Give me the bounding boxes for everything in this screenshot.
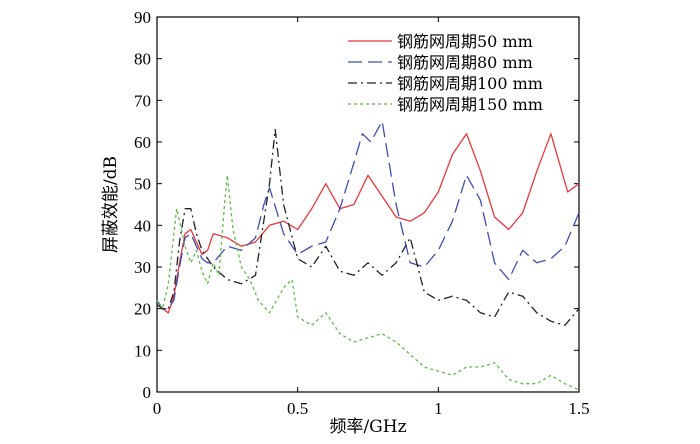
y-tick-label: 0	[143, 383, 152, 402]
y-tick-label: 80	[134, 50, 151, 69]
y-tick-label: 60	[134, 133, 151, 152]
legend-label-2: 钢筋网周期80 mm	[397, 53, 533, 72]
legend-label-3: 钢筋网周期100 mm	[397, 74, 543, 93]
y-tick-label: 20	[134, 300, 151, 319]
y-tick-label: 30	[134, 258, 151, 277]
x-tick-label: 0	[153, 399, 162, 418]
x-tick-label: 0.5	[287, 399, 308, 418]
x-tick-label: 1	[434, 399, 443, 418]
y-tick-label: 90	[134, 8, 151, 27]
series-line-1	[156, 133, 580, 314]
x-axis-title: 频率/GHz	[329, 417, 406, 437]
series-line-3	[156, 128, 580, 326]
series-line-4	[156, 174, 580, 391]
series-line-2	[156, 120, 580, 310]
legend: 钢筋网周期50 mm 钢筋网周期80 mm 钢筋网周期100 mm 钢筋网周期150 …	[348, 32, 543, 114]
y-tick-label: 40	[134, 216, 151, 235]
x-tick-label: 1.5	[568, 399, 589, 418]
legend-label-4: 钢筋网周期150 mm	[397, 95, 543, 114]
series-layer	[156, 120, 580, 391]
y-axis-title: 屏蔽效能/dB	[101, 156, 121, 253]
y-tick-label: 50	[134, 175, 151, 194]
plot-area	[156, 16, 580, 393]
legend-label-1: 钢筋网周期50 mm	[397, 32, 533, 51]
ticks-layer: 0 10 20 30 40 50 60 70 80 90 0 0.5 1 1.5	[134, 8, 590, 418]
y-tick-label: 10	[134, 341, 151, 360]
y-tick-label: 70	[134, 91, 151, 110]
